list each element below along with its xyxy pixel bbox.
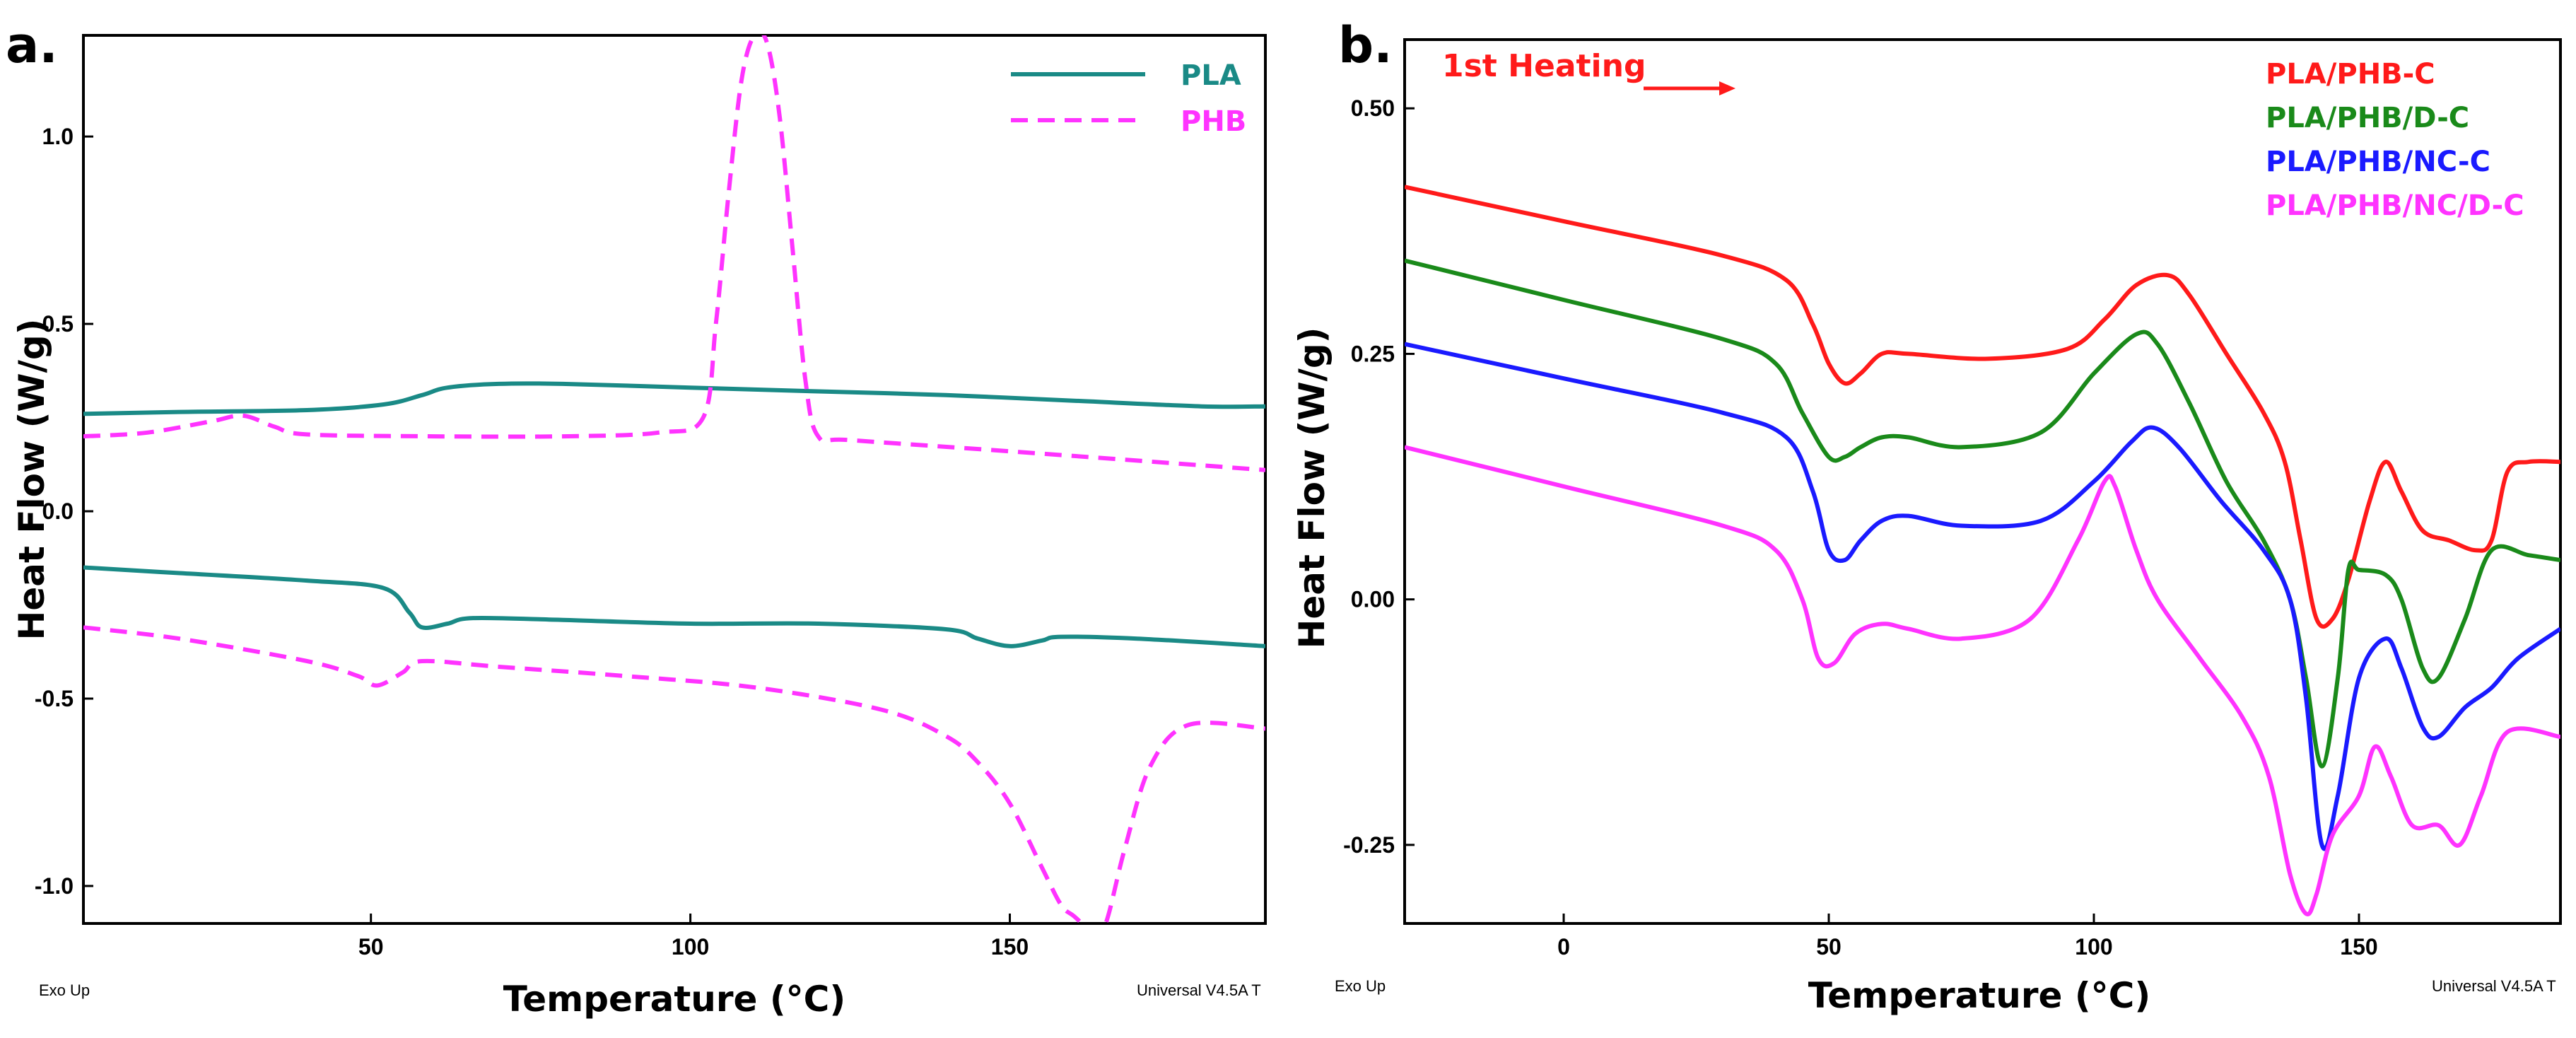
chart-a-exo-note: Exo Up [39, 981, 90, 999]
chart-b-version-note: Universal V4.5A T [2432, 977, 2556, 995]
chart-b-ytick-label: -0.25 [1343, 832, 1395, 858]
chart-a-series-phb-3 [83, 625, 1265, 923]
chart-b-series-pla-phb-nc-d-c-3 [1405, 445, 2560, 916]
chart-b-xtick-label: 50 [1816, 934, 1842, 960]
chart-a-series-pla-2 [83, 565, 1265, 648]
chart-b-xtick-label: 100 [2075, 934, 2112, 960]
chart-a-xlabel: Temperature (°C) [503, 979, 845, 1020]
chart-a-frame [82, 34, 1267, 925]
chart-a-series-phb-1 [83, 35, 1265, 472]
chart-a-ytick-label: -1.0 [35, 873, 74, 899]
chart-b: b. 0 50 100 150 -0.25 0.00 0.25 0.50 Temperatur… [1292, 16, 2562, 1016]
chart-b-ylabel: Heat Flow (W/g) [1292, 327, 1333, 649]
chart-b-xtick-label: 150 [2340, 934, 2377, 960]
chart-b-ytick-label: 0.25 [1351, 341, 1395, 366]
chart-a-xtick-label: 50 [358, 934, 384, 960]
chart-b-ytick-label: 0.50 [1351, 95, 1395, 121]
chart-a-series [83, 35, 1265, 923]
chart-a-ylabel: Heat Flow (W/g) [11, 319, 52, 641]
chart-a-xtick-label: 150 [991, 934, 1029, 960]
chart-a-ytick-label: 0.5 [42, 311, 74, 337]
legend-label-pla: PLA [1181, 59, 1241, 92]
legend-label-phb: PHB [1181, 105, 1246, 138]
chart-a-ytick-label: -0.5 [35, 686, 74, 711]
chart-a-xtick-label: 100 [672, 934, 709, 960]
chart-a-series-pla-0 [83, 381, 1265, 416]
chart-b-annotation: 1st Heating [1442, 48, 1646, 84]
chart-b-xtick-label: 0 [1557, 934, 1570, 960]
legend-label-pla-phb-d-c: PLA/PHB/D-C [2266, 102, 2469, 134]
legend-label-pla-phb-c: PLA/PHB-C [2266, 58, 2435, 91]
chart-a-version-note: Universal V4.5A T [1137, 981, 1261, 999]
panel-a-letter: a. [6, 16, 58, 74]
chart-b-legend: PLA/PHB-C PLA/PHB/D-C PLA/PHB/NC-C PLA/P… [2266, 58, 2524, 222]
chart-b-series-pla-phb-c-0 [1405, 185, 2560, 629]
chart-a: a. 50 100 150 -1.0 -0.5 0.0 0.5 1.0 Temperature… [6, 16, 1267, 1020]
chart-b-exo-note: Exo Up [1335, 977, 1386, 995]
chart-b-xlabel: Temperature (°C) [1808, 975, 2150, 1016]
chart-b-ytick-label: 0.00 [1351, 587, 1395, 612]
chart-a-ytick-label: 1.0 [42, 124, 74, 149]
legend-label-pla-phb-nc-d-c: PLA/PHB/NC/D-C [2266, 189, 2524, 222]
chart-a-ticks: 50 100 150 -1.0 -0.5 0.0 0.5 1.0 [35, 124, 1029, 960]
chart-b-series-pla-phb-d-c-1 [1405, 258, 2560, 769]
chart-b-frame [1403, 38, 2562, 925]
chart-b-series-pla-phb-nc-c-2 [1405, 342, 2560, 851]
chart-b-ticks: 0 50 100 150 -0.25 0.00 0.25 0.50 [1343, 95, 2378, 960]
chart-a-legend: PLA PHB [1011, 59, 1246, 138]
panel-b-letter: b. [1338, 16, 1393, 74]
chart-a-ytick-label: 0.0 [42, 498, 74, 524]
chart-b-series [1405, 185, 2560, 916]
chart-b-annotation-arrow [1644, 81, 1735, 95]
legend-label-pla-phb-nc-c: PLA/PHB/NC-C [2266, 146, 2490, 178]
